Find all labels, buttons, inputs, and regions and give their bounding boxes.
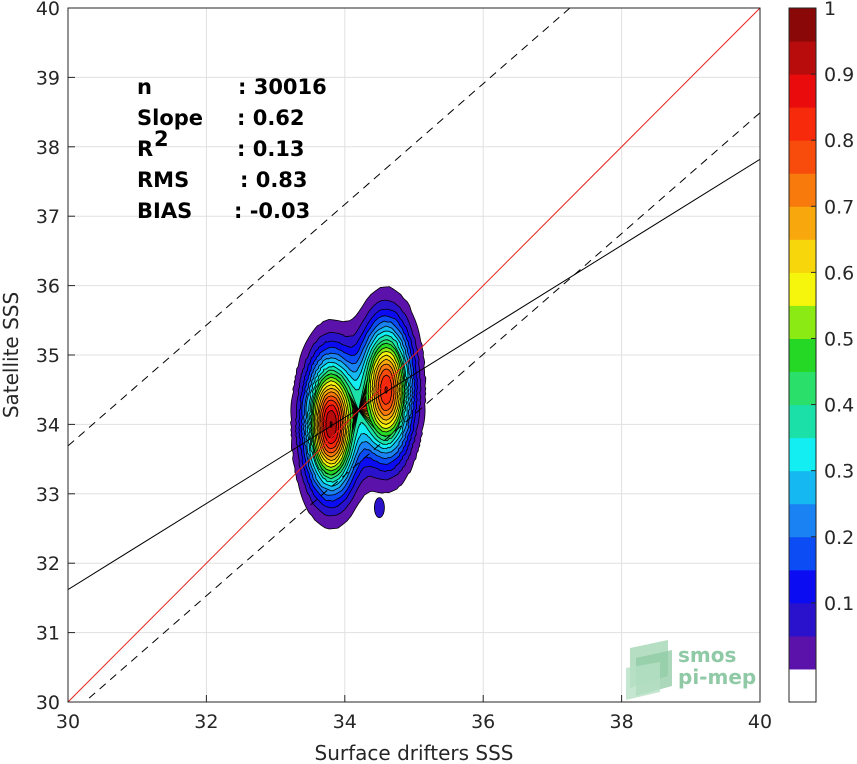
y-tick-label: 37 <box>36 206 60 228</box>
logo-graph-icon <box>626 640 672 700</box>
logo-line-1: smos <box>678 643 736 667</box>
logo-line-2: pi-mep <box>678 665 756 689</box>
colorbar-segment <box>789 602 816 637</box>
stat-value: : -0.03 <box>234 199 310 223</box>
regression-line <box>68 158 760 590</box>
colorbar-segment <box>789 74 816 108</box>
colorbar-segment <box>789 470 816 505</box>
identity-line <box>68 8 760 702</box>
smos-pi-mep-logo: smos pi-mep <box>626 640 756 700</box>
colorbar-segment <box>789 8 816 42</box>
y-tick-label: 32 <box>36 553 60 575</box>
colorbar-segment <box>789 41 816 75</box>
colorbar-segment <box>789 107 816 141</box>
stat-superscript: 2 <box>154 127 169 151</box>
colorbar-segment <box>789 404 816 439</box>
y-tick-label: 40 <box>36 0 60 20</box>
colorbar-frame <box>788 7 817 703</box>
x-tick-label: 40 <box>748 711 772 733</box>
y-tick-label: 30 <box>36 692 60 714</box>
colorbar-segment <box>789 668 816 703</box>
statistics-annotation: n : 30016 Slope : 0.62 R 2 : 0.13 RMS : 0.83 BIAS… <box>137 75 327 223</box>
colorbar-tick-label: 0.9 <box>824 64 854 86</box>
y-axis-ticks: 30 31 32 33 34 35 36 37 38 39 40 <box>36 0 75 714</box>
x-tick-label: 38 <box>610 711 634 733</box>
stat-label: n <box>137 75 152 99</box>
colorbar-segment <box>789 503 816 538</box>
colorbar-segment <box>789 305 816 339</box>
colorbar-segment <box>789 239 816 273</box>
y-tick-label: 38 <box>36 137 60 159</box>
y-axis-label: Satellite SSS <box>0 292 23 418</box>
x-tick-label: 30 <box>56 711 80 733</box>
colorbar-tick-label: 0.4 <box>824 395 854 417</box>
colorbar-segment <box>789 173 816 207</box>
colorbar-tick-label: 1 <box>824 0 836 20</box>
colorbar-segment <box>789 437 816 472</box>
colorbar-segment <box>789 140 816 174</box>
y-tick-label: 34 <box>36 414 60 436</box>
colorbar-segment <box>789 338 816 373</box>
colorbar-tick-label: 0.3 <box>824 461 854 483</box>
colorbar-segment <box>789 272 816 306</box>
density-contour <box>373 497 385 519</box>
stat-label: RMS <box>137 168 189 192</box>
y-tick-label: 31 <box>36 623 60 645</box>
stat-value: : 0.13 <box>237 137 305 161</box>
colorbar-tick-label: 0.1 <box>824 593 854 615</box>
x-tick-label: 34 <box>333 711 357 733</box>
colorbar-tick-label: 0.2 <box>824 527 854 549</box>
colorbar-segment <box>789 206 816 240</box>
y-tick-label: 36 <box>36 276 60 298</box>
fit-lines <box>68 8 760 702</box>
stat-label: R <box>137 137 153 161</box>
stat-label: Slope <box>137 106 203 130</box>
x-axis-ticks: 30 32 34 36 38 40 <box>56 695 772 733</box>
colorbar-segment <box>789 371 816 406</box>
x-tick-label: 32 <box>194 711 218 733</box>
colorbar: 0.1 0.2 0.3 0.4 0.5 0.6 0.7 0.8 0.9 1 <box>788 0 854 703</box>
density-contours <box>290 286 427 530</box>
stat-value: : 0.83 <box>240 168 308 192</box>
stat-value: : 0.62 <box>237 106 305 130</box>
y-tick-label: 35 <box>36 345 60 367</box>
colorbar-tick-label: 0.7 <box>824 196 854 218</box>
y-tick-label: 39 <box>36 67 60 89</box>
colorbar-segment <box>789 536 816 571</box>
colorbar-tick-label: 0.8 <box>824 130 854 152</box>
colorbar-segment <box>789 635 816 670</box>
y-tick-label: 33 <box>36 484 60 506</box>
stat-label: BIAS <box>137 199 192 223</box>
x-tick-label: 36 <box>471 711 495 733</box>
colorbar-segment <box>789 569 816 604</box>
x-axis-label: Surface drifters SSS <box>315 741 514 764</box>
colorbar-tick-label: 0.5 <box>824 328 854 350</box>
colorbar-tick-label: 0.6 <box>824 262 854 284</box>
stat-value: : 30016 <box>238 75 327 99</box>
